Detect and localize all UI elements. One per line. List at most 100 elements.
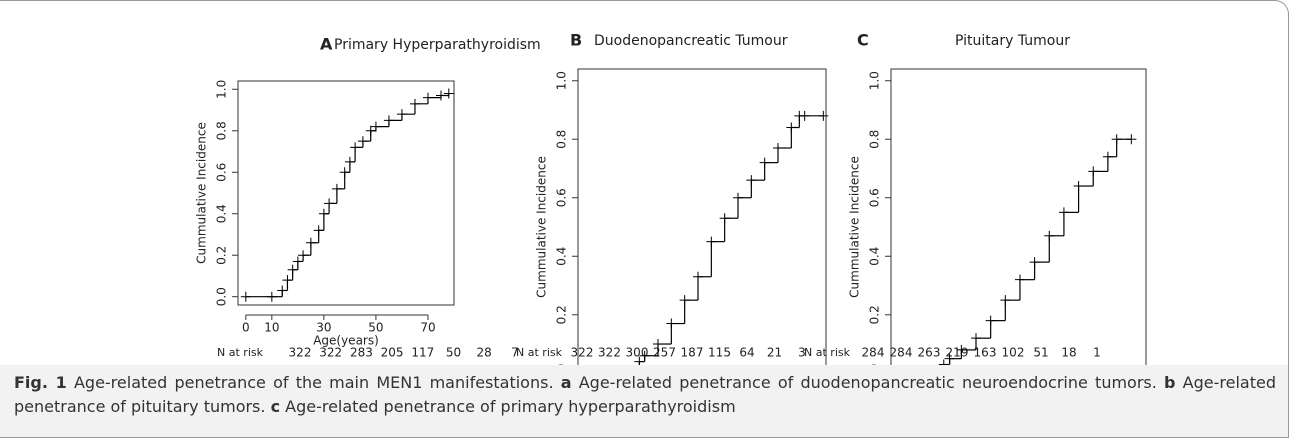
- censor-mark: [786, 122, 797, 133]
- risk-value: 102: [1002, 346, 1025, 360]
- risk-value: 28: [477, 346, 492, 360]
- x-axis-label: Age(years): [313, 334, 379, 348]
- risk-value: 1: [1093, 346, 1101, 360]
- caption-text: a: [560, 373, 572, 392]
- y-tick-label: 0.8: [555, 130, 569, 149]
- y-tick-label: 0.0: [555, 364, 569, 365]
- y-tick-label: 0.0: [868, 364, 882, 365]
- y-tick-label: 0.6: [555, 188, 569, 207]
- risk-value: 322: [571, 346, 594, 360]
- censor-mark: [1111, 134, 1122, 145]
- censor-mark: [409, 98, 420, 109]
- censor-mark: [324, 198, 335, 209]
- censor-mark: [1044, 230, 1055, 241]
- risk-label: N at risk: [217, 346, 264, 359]
- censor-mark: [305, 237, 316, 248]
- censor-mark: [313, 225, 324, 236]
- caption-text: Age-related penetrance of the main MEN1 …: [66, 373, 561, 392]
- panel-title: Pituitary Tumour: [955, 33, 1070, 49]
- panel-label: C: [857, 31, 869, 50]
- x-tick-label: 10: [264, 321, 279, 335]
- risk-value: 283: [350, 346, 373, 360]
- risk-value: 163: [974, 346, 997, 360]
- caption: Fig. 1 Age-related penetrance of the mai…: [0, 365, 1288, 437]
- censor-mark: [634, 356, 645, 365]
- censor-mark: [422, 92, 433, 103]
- risk-value: 284: [862, 346, 885, 360]
- panel-label: B: [570, 31, 582, 50]
- censor-mark: [344, 156, 355, 167]
- risk-value: 64: [739, 346, 754, 360]
- censor-mark: [240, 291, 251, 302]
- censor-mark: [357, 136, 368, 147]
- censor-mark: [653, 339, 663, 350]
- plot-box: [577, 68, 827, 365]
- risk-value: 263: [918, 346, 941, 360]
- risk-label: N at risk: [516, 346, 563, 359]
- censor-mark: [277, 285, 288, 296]
- censor-mark: [773, 143, 783, 153]
- panel-title: Primary Hyperparathyroidism: [334, 37, 541, 53]
- censor-mark: [799, 110, 810, 121]
- x-tick-label: 30: [316, 321, 331, 335]
- censor-mark: [1102, 151, 1113, 162]
- censor-mark: [443, 88, 454, 99]
- censor-mark: [706, 236, 717, 247]
- censor-mark: [1088, 166, 1099, 177]
- risk-value: 187: [681, 346, 704, 360]
- censor-mark: [298, 250, 309, 261]
- censor-mark: [639, 350, 650, 361]
- y-tick-label: 0.2: [215, 246, 229, 265]
- risk-value: 284: [890, 346, 913, 360]
- censor-mark: [435, 90, 446, 101]
- censor-mark: [666, 318, 677, 329]
- censor-mark: [1000, 295, 1011, 306]
- censor-mark: [350, 142, 361, 153]
- plot-box: [890, 68, 1147, 365]
- risk-value: 219: [946, 346, 969, 360]
- censor-mark: [383, 115, 394, 126]
- censor-mark: [956, 344, 967, 355]
- censor-mark: [282, 275, 293, 286]
- censor-mark: [1058, 207, 1069, 218]
- y-axis-label: Cummulative Incidence: [848, 156, 862, 298]
- risk-value: 50: [446, 346, 461, 360]
- censor-mark: [971, 333, 981, 344]
- caption-text: b: [1164, 373, 1176, 392]
- caption-text: Age-related penetrance of pituitary tumo…: [14, 373, 1282, 416]
- panel-label: A: [320, 35, 333, 54]
- censor-mark: [679, 295, 690, 306]
- panel-title: Duodenopancreatic Tumour: [594, 33, 788, 49]
- y-tick-label: 0.0: [215, 287, 229, 306]
- y-axis-label: Cummulative Incidence: [535, 156, 549, 298]
- censor-mark: [1126, 134, 1137, 145]
- risk-value: 7: [511, 346, 519, 360]
- y-tick-label: 0.4: [868, 247, 882, 266]
- y-tick-label: 0.2: [868, 305, 882, 324]
- risk-value: 322: [319, 346, 342, 360]
- censor-mark: [985, 315, 996, 326]
- censor-mark: [759, 157, 770, 168]
- censor-mark: [339, 167, 350, 178]
- risk-value: 322: [598, 346, 621, 360]
- y-tick-label: 0.4: [215, 204, 229, 223]
- risk-value: 3: [798, 346, 806, 360]
- x-tick-label: 0: [242, 321, 250, 335]
- censor-mark: [938, 359, 949, 365]
- charts: A Primary Hyperparathyroidism 0.0 0.2 0.4 0.6…: [195, 31, 1147, 365]
- censor-mark: [733, 192, 743, 203]
- censor-mark: [292, 256, 303, 267]
- risk-value: 51: [1033, 346, 1048, 360]
- censor-mark: [1029, 257, 1040, 268]
- risk-label: N at risk: [804, 346, 851, 359]
- censor-mark: [693, 271, 703, 282]
- censor-mark: [1014, 274, 1025, 285]
- censor-mark: [331, 183, 342, 194]
- risk-value: 117: [411, 346, 434, 360]
- censor-mark: [944, 353, 955, 364]
- censor-mark: [266, 291, 277, 302]
- caption-text: Fig. 1: [14, 373, 67, 392]
- caption-text: Age-related penetrance of primary hyperp…: [280, 397, 736, 416]
- risk-value: 115: [708, 346, 731, 360]
